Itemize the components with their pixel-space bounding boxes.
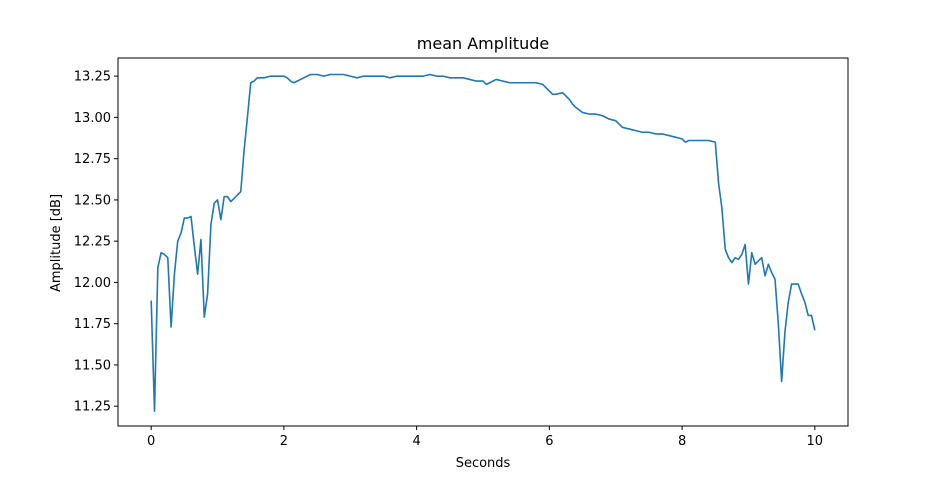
x-tick-label: 2 [280,434,288,449]
axes-frame [117,57,849,427]
y-tick-label: 12.25 [74,235,111,250]
plot-area [117,57,849,427]
x-tick-label: 10 [807,434,824,449]
series-line [150,73,816,412]
x-tick-label: 4 [412,434,420,449]
x-tick-label: 0 [147,434,155,449]
y-tick-label: 11.50 [74,358,111,373]
y-tick-label: 13.00 [74,111,111,126]
y-tick-label: 12.75 [74,152,111,167]
y-tick-label: 12.50 [74,193,111,208]
x-tick-label: 8 [678,434,686,449]
y-axis: 11.25 11.50 11.75 12.00 12.25 12.50 12.75 13.00… [74,70,118,415]
y-axis-title: Amplitude [dB] [49,194,64,292]
x-axis-title: Seconds [456,456,511,471]
y-tick-label: 11.75 [74,317,111,332]
y-tick-label: 13.25 [74,70,111,85]
chart-title: mean Amplitude [417,34,549,53]
y-tick-label: 11.25 [74,400,111,415]
x-axis: 0 2 4 6 8 10 [147,426,823,449]
x-tick-label: 6 [545,434,553,449]
y-tick-label: 12.00 [74,276,111,291]
